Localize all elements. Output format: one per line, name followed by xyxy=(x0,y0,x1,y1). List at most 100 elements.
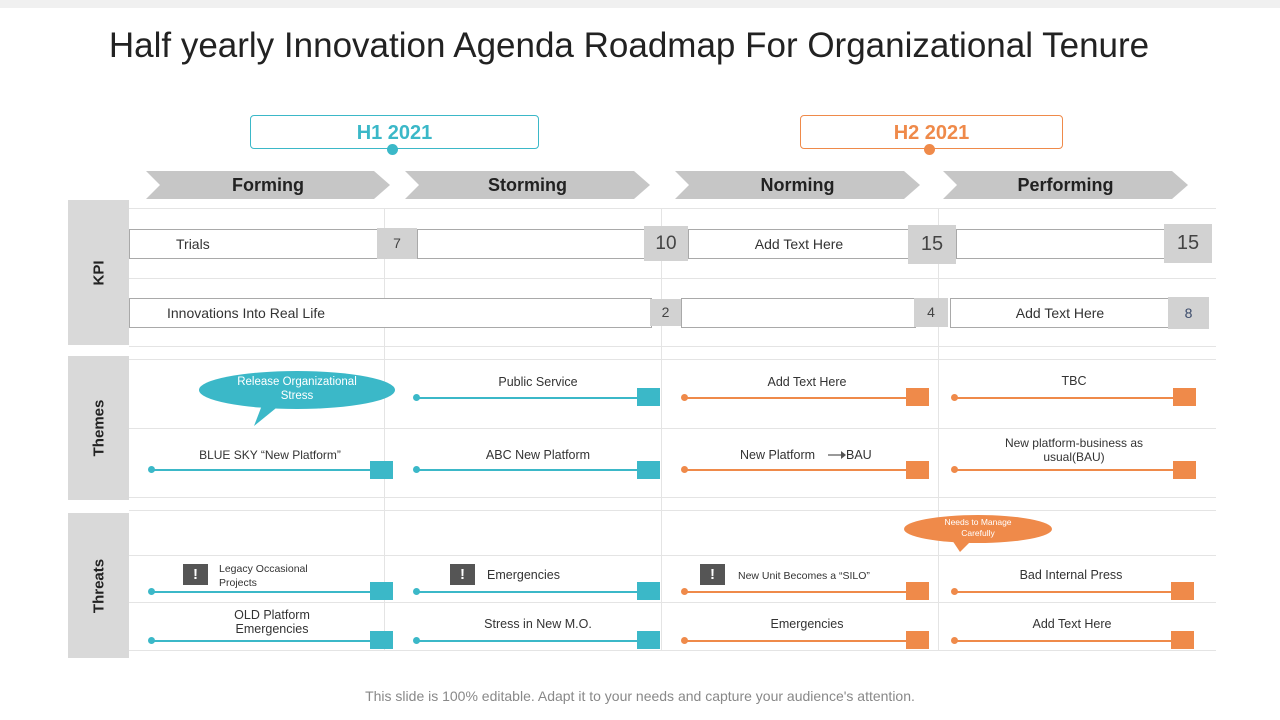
themes-callout xyxy=(199,371,395,426)
kpi-trials-bar-4 xyxy=(956,229,1166,259)
phase-performing: Performing xyxy=(943,171,1188,199)
timeline-start-dot xyxy=(681,466,688,473)
footer-note: This slide is 100% editable. Adapt it to… xyxy=(365,688,915,704)
timeline-line xyxy=(151,591,373,593)
kpi-innovations-value-2: 4 xyxy=(914,298,948,327)
timeline-end-marker xyxy=(637,461,660,479)
threats-callout-text: Needs to Manage Carefully xyxy=(944,517,1012,538)
theme-label: Add Text Here xyxy=(767,375,847,389)
timeline-start-dot xyxy=(951,466,958,473)
threat-label: Legacy Occasional Projects xyxy=(219,563,308,589)
warning-icon: ! xyxy=(450,564,475,585)
timeline-start-dot xyxy=(951,394,958,401)
timeline-line xyxy=(416,469,640,471)
threat-label: Emergencies xyxy=(770,617,844,631)
timeline-end-marker xyxy=(370,582,393,600)
top-strip xyxy=(0,0,1280,8)
kpi-trials-label: Trials xyxy=(129,229,379,259)
timeline-line xyxy=(684,397,909,399)
kpi-trials-value-4: 15 xyxy=(1164,224,1212,263)
grid-line xyxy=(129,602,1216,603)
timeline-start-dot xyxy=(413,466,420,473)
theme-label-from: New Platform xyxy=(740,448,816,462)
timeline-start-dot xyxy=(413,588,420,595)
threat-label: OLD Platform Emergencies xyxy=(234,608,310,636)
kpi-trials-value-1: 7 xyxy=(377,228,417,259)
timeline-end-marker xyxy=(906,582,929,600)
timeline-line xyxy=(954,397,1176,399)
kpi-trials-value-2: 10 xyxy=(644,226,688,261)
theme-label: BLUE SKY “New Platform” xyxy=(199,448,341,462)
section-threats: Threats xyxy=(68,513,129,658)
period-h1: H1 2021 xyxy=(250,115,539,149)
timeline-end-marker xyxy=(637,631,660,649)
section-kpi: KPI xyxy=(68,200,129,345)
grid-line xyxy=(129,278,1216,279)
timeline-end-marker xyxy=(370,631,393,649)
timeline-line xyxy=(954,591,1176,593)
timeline-end-marker xyxy=(1173,461,1196,479)
grid-line xyxy=(129,497,1216,498)
timeline-line xyxy=(954,469,1176,471)
timeline-line xyxy=(416,397,640,399)
timeline-line xyxy=(151,469,373,471)
timeline-end-marker xyxy=(1171,582,1194,600)
kpi-row2-text-3: Add Text Here xyxy=(950,298,1170,328)
threat-label: Add Text Here xyxy=(1032,617,1112,631)
phase-norming: Norming xyxy=(675,171,920,199)
kpi-trials-bar-2 xyxy=(417,229,645,259)
phase-storming: Storming xyxy=(405,171,650,199)
timeline-start-dot xyxy=(681,394,688,401)
kpi-innovations-bar-2 xyxy=(681,298,916,328)
themes-callout-text: Release Organizational Stress xyxy=(237,376,357,402)
timeline-start-dot xyxy=(413,394,420,401)
timeline-start-dot xyxy=(951,637,958,644)
grid-line xyxy=(129,359,1216,360)
kpi-innovations-value-3: 8 xyxy=(1168,297,1209,329)
timeline-end-marker xyxy=(1171,631,1194,649)
timeline-start-dot xyxy=(681,588,688,595)
theme-label-to: BAU xyxy=(846,448,872,462)
page-title: Half yearly Innovation Agenda Roadmap Fo… xyxy=(108,26,1150,65)
timeline-end-marker xyxy=(906,461,929,479)
timeline-end-marker xyxy=(906,388,929,406)
timeline-end-marker xyxy=(370,461,393,479)
theme-label: New platform-business as usual(BAU) xyxy=(1004,436,1144,464)
timeline-line xyxy=(684,640,909,642)
threat-label: Bad Internal Press xyxy=(1019,568,1123,582)
timeline-start-dot xyxy=(148,466,155,473)
timeline-start-dot xyxy=(148,637,155,644)
phase-forming: Forming xyxy=(146,171,390,199)
arrow-right-icon xyxy=(828,451,846,459)
timeline-line xyxy=(416,591,640,593)
grid-column-line xyxy=(384,208,385,650)
theme-label: Public Service xyxy=(498,375,578,389)
grid-line xyxy=(129,650,1216,651)
grid-line xyxy=(129,555,1216,556)
timeline-end-marker xyxy=(1173,388,1196,406)
timeline-start-dot xyxy=(951,588,958,595)
threat-label: Stress in New M.O. xyxy=(484,617,592,631)
timeline-start-dot xyxy=(681,637,688,644)
theme-label: TBC xyxy=(1061,374,1087,388)
timeline-start-dot xyxy=(148,588,155,595)
grid-column-line xyxy=(938,208,939,650)
timeline-start-dot xyxy=(413,637,420,644)
warning-icon: ! xyxy=(700,564,725,585)
grid-line xyxy=(129,428,1216,429)
warning-icon: ! xyxy=(183,564,208,585)
timeline-line xyxy=(684,469,909,471)
timeline-line xyxy=(416,640,640,642)
kpi-innovations-value-1: 2 xyxy=(650,299,681,326)
kpi-innovations-label: Innovations Into Real Life xyxy=(129,298,652,328)
threats-callout xyxy=(904,515,1052,552)
timeline-end-marker xyxy=(637,582,660,600)
kpi-row1-text-3: Add Text Here xyxy=(688,229,910,259)
timeline-line xyxy=(684,591,909,593)
period-h1-dot xyxy=(387,144,398,155)
threat-label: New Unit Becomes a “SILO” xyxy=(738,570,870,582)
threat-label: Emergencies xyxy=(487,568,560,582)
grid-line xyxy=(129,346,1216,347)
section-themes: Themes xyxy=(68,356,129,500)
timeline-line xyxy=(954,640,1176,642)
